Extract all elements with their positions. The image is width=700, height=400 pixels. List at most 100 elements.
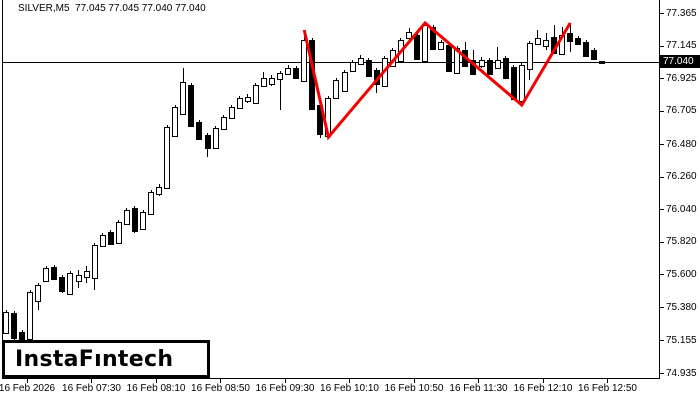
candle-bearish [486, 60, 493, 76]
candle-bullish [91, 245, 98, 280]
candle-bullish [341, 72, 348, 92]
candle-bearish [293, 68, 300, 80]
candle-bullish [357, 57, 364, 65]
candle-bearish [583, 41, 590, 57]
price-tick-label: 76.260 [666, 171, 697, 183]
candle-bullish [526, 42, 533, 70]
candle-bearish [204, 134, 211, 149]
price-tick-label: 77.365 [666, 7, 697, 19]
price-tick-label: 75.380 [666, 301, 697, 313]
price-tick-label: 75.155 [666, 334, 697, 346]
candle-bearish [188, 85, 195, 128]
candle-bearish [131, 208, 138, 233]
time-tick-label: 16 Feb 07:30 [62, 383, 121, 394]
time-tick-label: 16 Feb 10:50 [384, 383, 444, 394]
candle-bearish [365, 60, 372, 77]
candle-bearish [446, 45, 453, 72]
price-tick-label: 76.705 [666, 105, 697, 117]
candle-bullish [559, 34, 566, 56]
chart-plot-area[interactable] [0, 0, 660, 378]
candle-bearish [575, 37, 582, 45]
candle-bullish [212, 128, 219, 149]
candle-bearish [11, 313, 18, 340]
candle-bullish [115, 222, 122, 245]
candle-bearish [107, 232, 114, 245]
time-tick-label: 16 Feb 2026 [0, 383, 56, 394]
candle-bearish [196, 121, 203, 140]
candle-bullish [83, 270, 90, 278]
candle-bearish [414, 34, 421, 60]
candle-bullish [244, 97, 251, 102]
candle-bullish [236, 97, 243, 109]
candle-bullish [543, 40, 550, 48]
candle-bullish [268, 77, 275, 85]
candle-bullish [156, 186, 163, 196]
candle-bullish [252, 85, 259, 104]
candle-bullish [438, 41, 445, 50]
price-tick-label: 75.600 [666, 268, 697, 280]
candle-bullish [228, 106, 235, 120]
candle-bullish [422, 25, 429, 62]
candle-bullish [67, 273, 74, 296]
candle-bullish [277, 73, 284, 80]
instafintech-logo: InstaFıntech [2, 340, 210, 378]
chart-border-right [659, 0, 660, 378]
price-tick-label: 77.145 [666, 40, 697, 52]
candle-bearish [317, 105, 324, 136]
candle-bullish [3, 312, 9, 335]
candle-bearish [59, 277, 66, 293]
time-tick-label: 16 Feb 11:30 [449, 383, 508, 394]
candle-bullish [389, 49, 396, 68]
candle-bullish [518, 65, 525, 102]
price-tick-label: 75.820 [666, 236, 697, 248]
candle-bullish [534, 37, 541, 45]
candle-bearish [591, 49, 598, 60]
candle-bullish [148, 192, 155, 216]
candle-bearish [502, 57, 509, 80]
chart-title: SILVER,M5 77.045 77.045 77.040 77.040 [18, 3, 206, 14]
chart-border-left [2, 0, 3, 378]
candle-bullish [99, 235, 106, 248]
candle-bullish [172, 106, 179, 137]
candle-bullish [454, 48, 461, 75]
time-tick-label: 16 Feb 09:30 [255, 383, 315, 394]
time-tick-label: 16 Feb 08:10 [126, 383, 186, 394]
time-tick-label: 16 Feb 12:10 [513, 383, 573, 394]
candle-bullish [180, 81, 187, 116]
candle-bearish [470, 60, 477, 76]
candle-bullish [260, 77, 267, 88]
candle-wick [279, 70, 281, 110]
candle-bearish [430, 26, 437, 50]
candle-bearish [309, 40, 316, 111]
candle-bearish [462, 49, 469, 68]
current-price-label: 77.040 [660, 55, 700, 69]
candle-bullish [140, 212, 147, 231]
price-tick-label: 74.935 [666, 367, 697, 379]
candle-bullish [27, 292, 34, 341]
candle-bullish [43, 268, 50, 283]
time-tick-label: 16 Feb 10:10 [320, 383, 379, 394]
candle-bullish [333, 80, 340, 100]
current-price-line [3, 62, 659, 63]
candle-bullish [494, 60, 501, 69]
candle-bullish [349, 61, 356, 72]
instafintech-logo-text: InstaFıntech [15, 346, 174, 372]
candle-bullish [35, 285, 42, 302]
candle-bullish [301, 40, 308, 83]
candle-bullish [285, 68, 292, 76]
candle-bearish [510, 66, 517, 100]
candle-bullish [75, 274, 82, 282]
candle-bullish [397, 40, 404, 63]
candle-bearish [599, 60, 606, 64]
price-tick-label: 76.480 [666, 138, 697, 150]
candle-bullish [478, 60, 485, 68]
candle-bullish [164, 126, 171, 189]
candle-bearish [551, 37, 558, 54]
candle-bullish [381, 57, 388, 88]
candle-bullish [220, 117, 227, 130]
candle-bearish [51, 266, 58, 280]
chart-border-bottom [2, 378, 660, 379]
candle-bearish [567, 33, 574, 42]
candle-bullish [123, 210, 130, 225]
